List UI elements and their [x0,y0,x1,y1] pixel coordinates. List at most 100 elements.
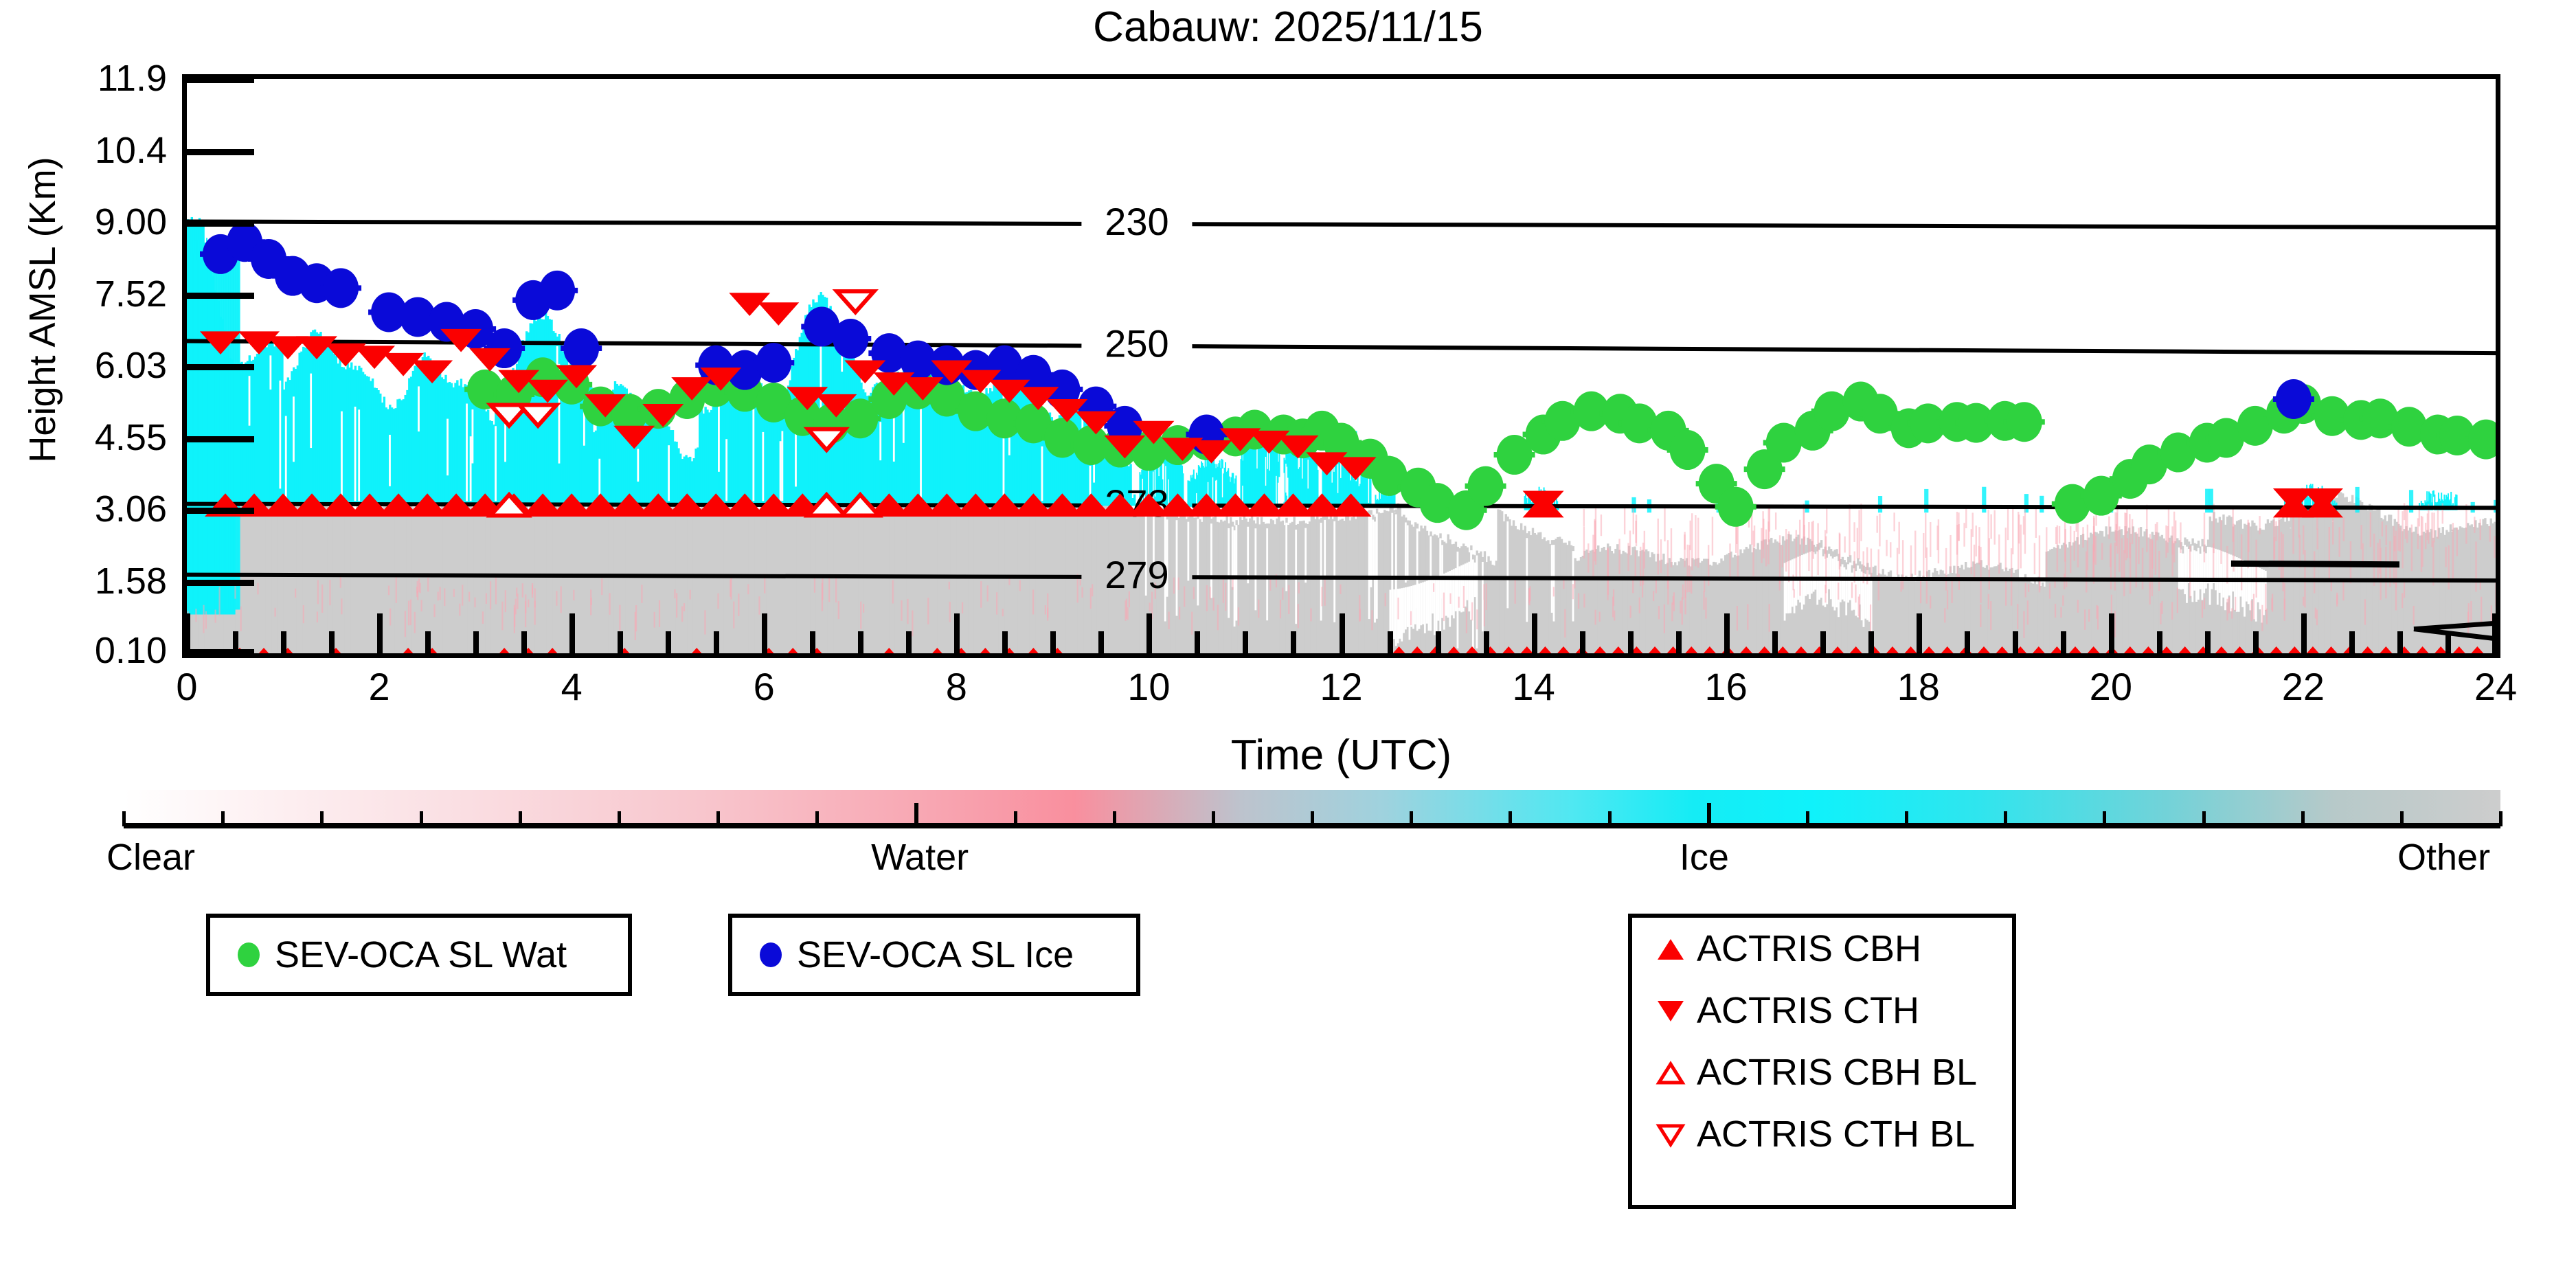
colorbar-label: Other [2397,837,2491,878]
data-point [984,493,1026,517]
x-tick-major [1146,613,1153,653]
data-point [2416,646,2429,653]
x-tick-minor [1868,631,1874,653]
legend-sev-oca-sl-ice[interactable]: SEV-OCA SL Ice [728,914,1140,996]
x-tick-minor [1195,631,1201,653]
data-point [1557,646,1570,653]
x-tick-minor [1050,631,1057,653]
data-point [1466,646,1478,653]
x-tick-minor [281,631,287,653]
legend-row-actris-cbh-bl[interactable]: ACTRIS CBH BL [1632,1041,2012,1103]
data-point [613,425,655,449]
data-point [609,493,651,517]
legend-sev-oca-sl-wat[interactable]: SEV-OCA SL Wat [206,914,632,996]
data-point [2178,646,2191,653]
data-point [436,493,477,517]
data-point [756,343,792,383]
data-point [1162,438,1204,462]
data-point [291,493,333,517]
x-tick-minor [2445,631,2451,653]
data-point [1795,646,1807,653]
data-point [724,493,766,517]
data-point [2215,646,2228,653]
data-point [1128,493,1170,517]
y-tick-mark [182,508,254,514]
colorbar-tick-minor [1805,811,1809,826]
data-point [1219,428,1261,452]
data-point [2123,646,2136,653]
colorbar-tick-minor [419,811,423,826]
data-point [803,427,850,453]
colorbar-tick-minor [1607,811,1612,826]
data-point [787,387,828,411]
legend-row-actris-cbh[interactable]: ACTRIS CBH [1632,918,2012,980]
x-tick-minor [714,631,720,653]
data-point [788,647,798,653]
legend-row-actris-cth-bl[interactable]: ACTRIS CTH BL [1632,1103,2012,1165]
data-point [1335,457,1377,481]
data-point [1075,411,1117,435]
y-tick-label: 7.52 [94,273,167,315]
x-tick-major [1916,613,1922,653]
data-point [1849,646,1862,653]
x-tick-label: 16 [1704,665,1748,708]
data-point [2087,646,2100,653]
data-point [2160,646,2173,653]
data-point [2270,646,2283,653]
x-tick-minor [473,631,479,653]
x-tick-minor [1627,631,1634,653]
data-point [1015,403,1052,444]
data-point [522,493,564,517]
x-tick-label: 10 [1127,665,1171,708]
colorbar-tick-minor [815,811,820,826]
y-tick-label: 10.4 [94,129,167,171]
legend-actris[interactable]: ACTRIS CBH ACTRIS CTH ACTRIS CBH BL ACTR… [1628,914,2016,1209]
data-point [378,493,420,517]
y-tick-mark [182,649,254,655]
x-tick-label: 6 [753,665,775,708]
x-tick-label: 24 [2474,665,2518,708]
colorbar-tick-minor [1311,811,1314,826]
data-point [296,336,338,360]
data-point [2301,488,2343,512]
data-point [1277,435,1319,459]
x-tick-minor [858,631,864,653]
colorbar-tick-minor [617,811,621,826]
data-point [2434,646,2448,653]
legend-label-sev-wat: SEV-OCA SL Wat [275,934,567,975]
x-tick-minor [810,631,816,653]
x-tick-label: 20 [2089,665,2132,708]
data-point [585,394,626,418]
colorbar-tick-minor [1112,811,1116,826]
x-tick-minor [906,631,912,653]
data-point [580,493,622,517]
data-point [900,340,936,381]
data-point [1649,646,1661,653]
data-point [832,289,879,316]
legend-row-actris-cth[interactable]: ACTRIS CTH [1632,980,2012,1041]
data-point [1070,493,1112,517]
data-point [1502,646,1515,653]
data-point [1301,493,1343,517]
colorbar-tick-minor [221,811,225,826]
data-point [1028,647,1039,653]
x-tick-major [1531,613,1537,653]
data-point [467,369,504,409]
data-point [354,346,396,370]
colorbar-tick-minor [1509,811,1513,826]
data-point [1041,493,1083,517]
data-point [1746,449,1783,490]
x-tick-label: 12 [1320,665,1363,708]
data-point [695,493,737,517]
data-point [884,647,894,653]
x-tick-minor [1291,631,1297,653]
data-point [611,394,648,434]
data-point [262,493,304,517]
x-tick-minor [2204,631,2211,653]
blue-circle-marker-icon [749,942,793,967]
plot-area[interactable]: 230 250 273 279 [182,74,2500,658]
data-point [498,370,540,394]
data-point [1594,646,1607,653]
data-point [729,293,771,316]
data-point [515,403,561,429]
